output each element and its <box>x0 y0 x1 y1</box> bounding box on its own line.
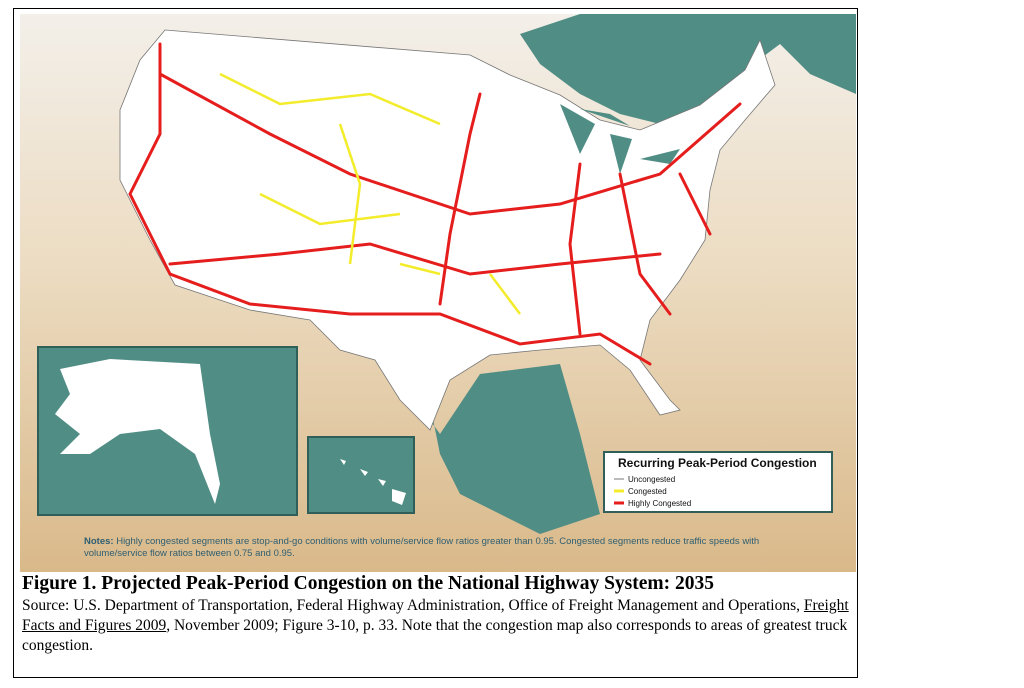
congested-routes <box>219 72 521 315</box>
great-lakes <box>560 104 680 174</box>
legend-item: Highly Congested <box>628 499 691 508</box>
route <box>438 92 482 306</box>
figure-title: Figure 1. Projected Peak-Period Congesti… <box>22 573 715 594</box>
route <box>219 72 521 315</box>
legend <box>603 451 833 513</box>
source-link: Freight Facts and Figures 2009 <box>22 597 849 634</box>
route <box>158 72 742 216</box>
map: Recurring Peak-Period Congestion Unconge… <box>20 14 856 572</box>
hawaii <box>340 459 406 505</box>
highway-routes <box>128 42 742 366</box>
source-text: Source: U.S. Department of Transportatio… <box>22 597 804 614</box>
notes-text: Highly congested segments are stop-and-g… <box>84 536 760 559</box>
route <box>168 242 662 276</box>
legend-title: Recurring Peak-Period Congestion <box>618 456 817 470</box>
legend-item: Uncongested <box>628 475 675 484</box>
notes-label: Notes: <box>84 536 114 547</box>
legend-item: Congested <box>628 487 667 496</box>
caption: Figure 1. Projected Peak-Period Congesti… <box>22 572 852 656</box>
source: Source: U.S. Department of Transportatio… <box>22 596 852 656</box>
alaska <box>55 359 220 504</box>
route <box>568 162 712 336</box>
contiguous-us <box>119 29 776 431</box>
source-text: , November 2009; Figure 3-10, p. 33. Not… <box>22 617 848 654</box>
figure-frame <box>13 8 858 678</box>
notes: Notes: Highly congested segments are sto… <box>84 536 760 559</box>
canada-water <box>520 14 856 124</box>
route <box>128 42 652 366</box>
